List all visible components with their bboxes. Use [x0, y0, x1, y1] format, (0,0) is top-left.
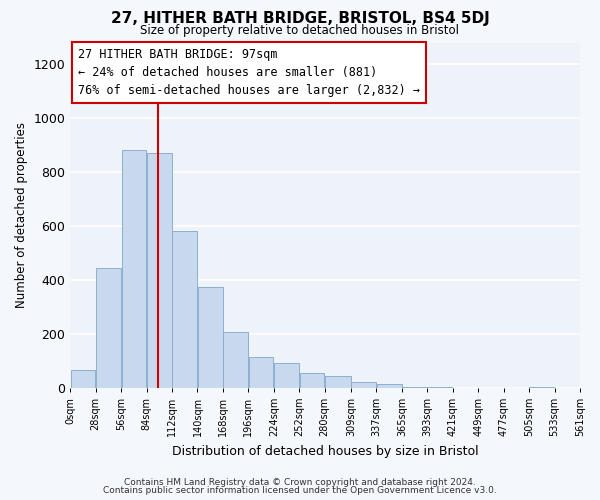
X-axis label: Distribution of detached houses by size in Bristol: Distribution of detached houses by size … [172, 444, 478, 458]
Bar [325, 376, 350, 388]
Text: Contains public sector information licensed under the Open Government Licence v3: Contains public sector information licen… [103, 486, 497, 495]
Bar [172, 231, 197, 388]
Bar [122, 150, 146, 388]
Bar [377, 384, 401, 388]
Y-axis label: Number of detached properties: Number of detached properties [15, 122, 28, 308]
Bar [249, 356, 274, 388]
Bar [352, 382, 376, 388]
Bar [147, 153, 172, 388]
Bar [198, 286, 223, 388]
Text: 27, HITHER BATH BRIDGE, BRISTOL, BS4 5DJ: 27, HITHER BATH BRIDGE, BRISTOL, BS4 5DJ [110, 11, 490, 26]
Text: Size of property relative to detached houses in Bristol: Size of property relative to detached ho… [140, 24, 460, 37]
Bar [71, 370, 95, 388]
Bar [402, 387, 427, 388]
Bar [299, 373, 325, 388]
Bar [223, 332, 248, 388]
Bar [274, 364, 299, 388]
Text: Contains HM Land Registry data © Crown copyright and database right 2024.: Contains HM Land Registry data © Crown c… [124, 478, 476, 487]
Bar [96, 268, 121, 388]
Text: 27 HITHER BATH BRIDGE: 97sqm
← 24% of detached houses are smaller (881)
76% of s: 27 HITHER BATH BRIDGE: 97sqm ← 24% of de… [78, 48, 420, 96]
